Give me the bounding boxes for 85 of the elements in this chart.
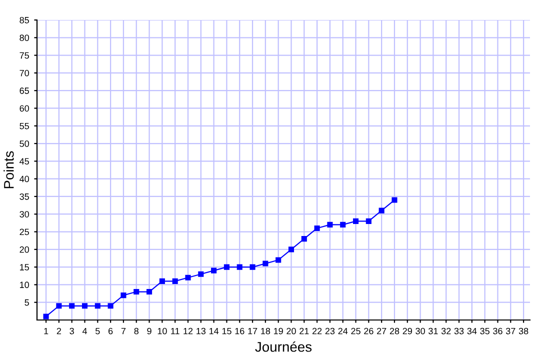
y-tick-label: 85 bbox=[20, 16, 29, 24]
y-tick-label: 25 bbox=[20, 228, 29, 236]
x-tick-label: 20 bbox=[286, 328, 296, 334]
x-tick-label: 19 bbox=[274, 328, 283, 334]
point bbox=[134, 288, 140, 295]
point bbox=[366, 218, 372, 224]
point bbox=[211, 268, 217, 274]
y-tick-label: 20 bbox=[20, 246, 30, 253]
y-tick-label: 5 bbox=[24, 299, 29, 306]
x-tick-label: 29 bbox=[402, 328, 412, 334]
x-tick-label: 13 bbox=[196, 328, 206, 334]
y-tick-label: 60 bbox=[20, 105, 30, 112]
point bbox=[69, 303, 75, 309]
x-tick-label: 1 bbox=[44, 328, 48, 334]
point bbox=[172, 278, 178, 284]
point bbox=[146, 288, 152, 295]
point bbox=[288, 246, 294, 252]
x-tick-label: 37 bbox=[506, 328, 516, 334]
x-tick-label: 22 bbox=[312, 328, 322, 334]
x-tick-label: 5 bbox=[96, 328, 100, 334]
point bbox=[378, 208, 384, 214]
point bbox=[120, 292, 126, 298]
point bbox=[82, 303, 88, 309]
point bbox=[56, 303, 62, 309]
y-tick-label: 65 bbox=[20, 88, 29, 94]
x-tick-label: 21 bbox=[300, 328, 309, 334]
point bbox=[198, 271, 204, 277]
y-tick-label: 55 bbox=[20, 122, 29, 130]
y-tick-label: 80 bbox=[20, 34, 30, 42]
point bbox=[301, 236, 307, 242]
x-tick-label: 9 bbox=[147, 328, 152, 334]
point bbox=[250, 264, 256, 270]
y-tick-label: 35 bbox=[20, 193, 29, 200]
x-tick-label: 8 bbox=[134, 328, 138, 334]
y-tick-label: 15 bbox=[20, 264, 29, 270]
y-tick-label: 40 bbox=[20, 176, 30, 182]
point bbox=[185, 274, 191, 280]
y-axis-title: Points bbox=[4, 151, 14, 188]
x-tick-label: 3 bbox=[70, 328, 74, 334]
x-axis-title: Journées bbox=[255, 341, 312, 352]
point bbox=[159, 278, 165, 284]
y-tick-label: 70 bbox=[20, 70, 30, 76]
x-tick-label: 36 bbox=[493, 328, 502, 334]
x-tick-label: 25 bbox=[351, 328, 360, 334]
x-tick-label: 32 bbox=[441, 328, 451, 334]
x-tick-label: 14 bbox=[209, 328, 219, 334]
x-tick-label: 30 bbox=[416, 328, 425, 334]
x-tick-label: 16 bbox=[235, 328, 244, 334]
point bbox=[276, 257, 282, 263]
x-tick-label: 12 bbox=[184, 328, 193, 334]
y-tick-label: 50 bbox=[20, 140, 30, 147]
x-tick-label: 33 bbox=[454, 328, 464, 334]
point bbox=[314, 225, 320, 232]
x-tick-label: 35 bbox=[480, 328, 490, 334]
y-tick-label: 45 bbox=[20, 158, 29, 165]
point bbox=[236, 264, 242, 270]
x-tick-label: 17 bbox=[248, 328, 258, 334]
x-tick-label: 28 bbox=[390, 328, 400, 334]
x-tick-label: 24 bbox=[338, 328, 348, 334]
x-tick-label: 11 bbox=[171, 328, 180, 334]
y-tick-label: 30 bbox=[20, 211, 30, 218]
x-tick-label: 31 bbox=[428, 328, 438, 334]
point bbox=[43, 314, 49, 320]
point bbox=[327, 222, 333, 228]
x-tick-label: 4 bbox=[82, 328, 87, 334]
x-tick-label: 10 bbox=[158, 328, 167, 334]
x-tick-label: 2 bbox=[56, 328, 61, 334]
point bbox=[340, 222, 346, 228]
x-tick-label: 7 bbox=[121, 328, 126, 334]
x-tick-label: 26 bbox=[364, 328, 374, 334]
y-tick-label: 10 bbox=[20, 282, 30, 288]
point bbox=[352, 218, 359, 224]
point bbox=[108, 303, 114, 309]
x-tick-label: 6 bbox=[108, 328, 113, 334]
point bbox=[224, 264, 230, 270]
x-tick-label: 27 bbox=[377, 328, 386, 334]
point bbox=[262, 260, 268, 266]
y-tick-label: 75 bbox=[20, 52, 29, 59]
x-tick-label: 34 bbox=[467, 328, 477, 334]
x-tick-label: 23 bbox=[325, 328, 335, 334]
x-tick-label: 38 bbox=[518, 328, 528, 334]
point bbox=[392, 197, 398, 203]
x-tick-label: 15 bbox=[222, 328, 232, 334]
point bbox=[94, 303, 100, 309]
x-tick-label: 18 bbox=[261, 328, 270, 334]
